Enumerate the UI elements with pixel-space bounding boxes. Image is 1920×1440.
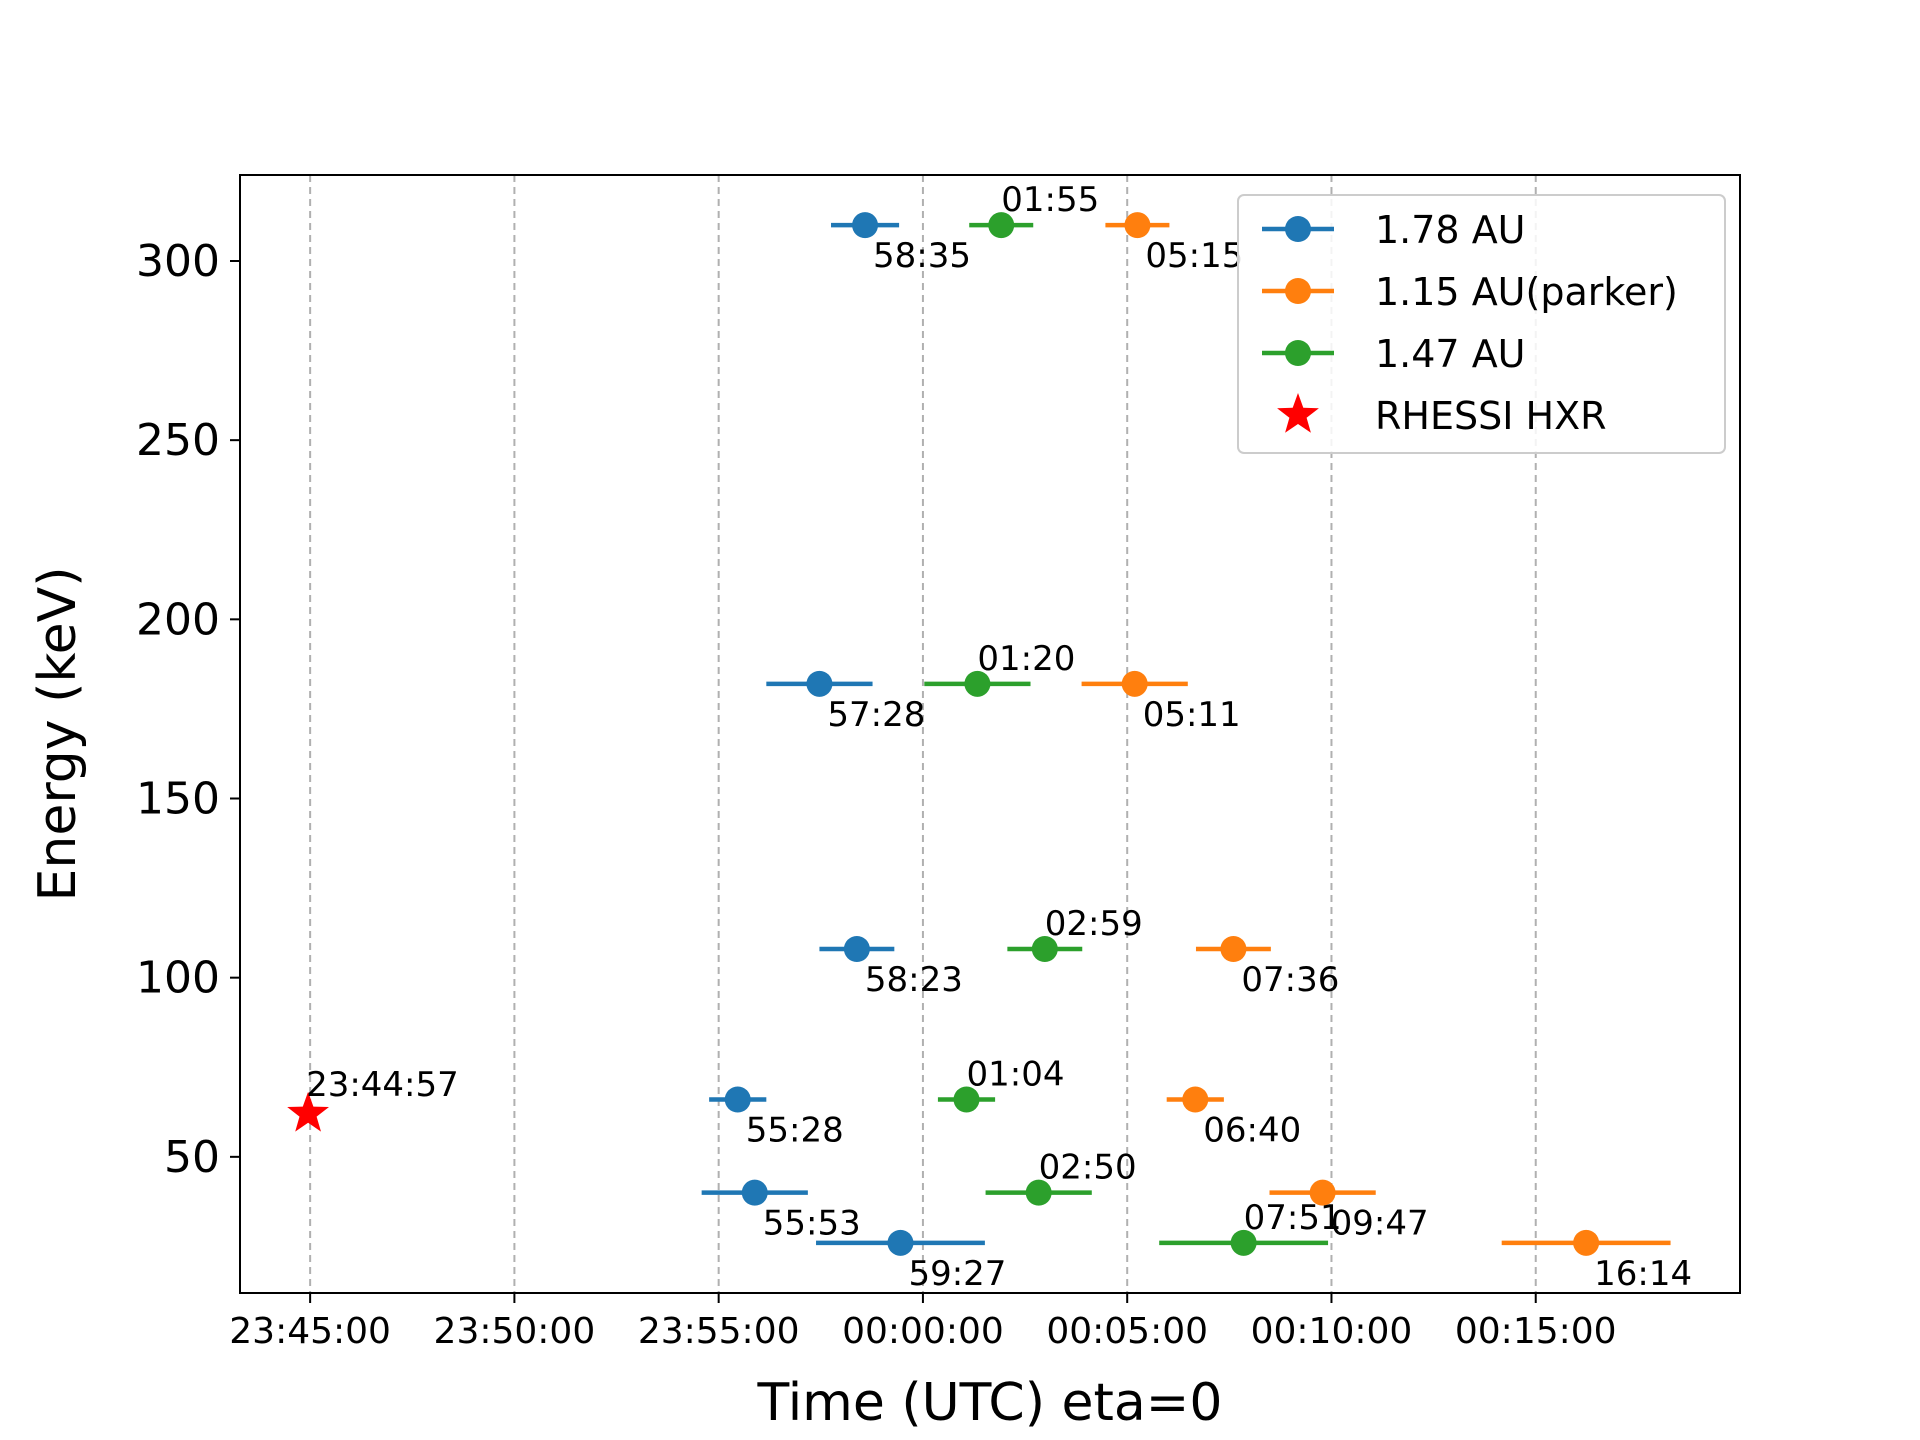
y-tick-label: 300 — [136, 236, 220, 287]
x-axis-label: Time (UTC) eta=0 — [757, 1373, 1223, 1433]
time-label: 02:59 — [1045, 904, 1143, 944]
data-point — [1220, 936, 1247, 962]
legend: 1.78 AU 1.15 AU(parker) 1.47 AU RHESSI HXR — [1237, 194, 1726, 454]
time-label: 55:28 — [746, 1111, 844, 1151]
time-label: 58:35 — [873, 236, 971, 276]
legend-marker — [1285, 340, 1311, 366]
legend-label: 1.15 AU(parker) — [1375, 270, 1678, 314]
series-layer: 58:35 57:28 58:23 55:28 55:53 59:27 05:15 05:11… — [287, 180, 1692, 1294]
legend-box — [1237, 194, 1726, 454]
y-tick-label: 200 — [136, 594, 220, 645]
legend-label: 1.78 AU — [1375, 208, 1526, 252]
time-label: 57:28 — [827, 695, 925, 735]
x-tick-label: 23:55:00 — [638, 1311, 800, 1352]
time-label: 01:55 — [1001, 180, 1099, 220]
time-label: 09:47 — [1331, 1204, 1429, 1244]
data-point — [887, 1229, 914, 1256]
time-label: 06:40 — [1203, 1111, 1301, 1151]
data-point — [1025, 1179, 1052, 1206]
rhessi-hxr-star — [287, 1091, 329, 1132]
legend-label: RHESSI HXR — [1375, 394, 1607, 438]
legend-marker — [1285, 216, 1311, 242]
data-point — [964, 670, 991, 697]
axis-ticks: 23:45:00 23:50:00 23:55:00 00:00:00 00:05:00… — [136, 236, 1617, 1352]
data-point — [1230, 1229, 1257, 1256]
data-point — [843, 936, 870, 962]
data-point — [1182, 1086, 1209, 1113]
time-label: 07:36 — [1241, 960, 1339, 1000]
time-label: 16:14 — [1594, 1254, 1692, 1294]
x-tick-label: 23:45:00 — [229, 1311, 391, 1352]
data-point — [1031, 936, 1058, 962]
data-point — [1121, 670, 1148, 697]
x-tick-label: 23:50:00 — [434, 1311, 596, 1352]
data-point — [1309, 1179, 1336, 1206]
legend-marker — [1285, 278, 1311, 304]
y-tick-label: 250 — [136, 415, 220, 466]
y-tick-label: 100 — [136, 953, 220, 1004]
time-label: 05:11 — [1143, 695, 1241, 735]
rhessi-time-label: 23:44:57 — [306, 1065, 459, 1105]
x-tick-label: 00:05:00 — [1046, 1311, 1208, 1352]
y-tick-label: 150 — [136, 774, 220, 825]
x-tick-label: 00:15:00 — [1455, 1311, 1617, 1352]
x-tick-label: 00:00:00 — [842, 1311, 1004, 1352]
x-tick-label: 00:10:00 — [1251, 1311, 1413, 1352]
data-point — [1573, 1229, 1600, 1256]
legend-star-marker — [1277, 393, 1319, 433]
time-label: 02:50 — [1039, 1148, 1137, 1188]
plot-frame — [239, 174, 1741, 1294]
time-label: 58:23 — [865, 960, 963, 1000]
data-point — [988, 212, 1015, 239]
time-label: 05:15 — [1145, 236, 1243, 276]
data-point — [1124, 212, 1151, 239]
time-label: 01:04 — [967, 1055, 1065, 1095]
legend-label: 1.47 AU — [1375, 332, 1526, 376]
data-point — [741, 1179, 768, 1206]
time-label: 59:27 — [908, 1254, 1006, 1294]
data-point — [953, 1086, 980, 1113]
data-point — [852, 212, 879, 239]
time-label: 01:20 — [977, 639, 1075, 679]
y-axis-label: Energy (keV) — [28, 567, 88, 902]
time-label: 55:53 — [763, 1204, 861, 1244]
data-point — [724, 1086, 751, 1113]
y-tick-label: 50 — [164, 1132, 220, 1183]
time-label: 07:51 — [1244, 1198, 1342, 1238]
data-point — [806, 670, 833, 697]
